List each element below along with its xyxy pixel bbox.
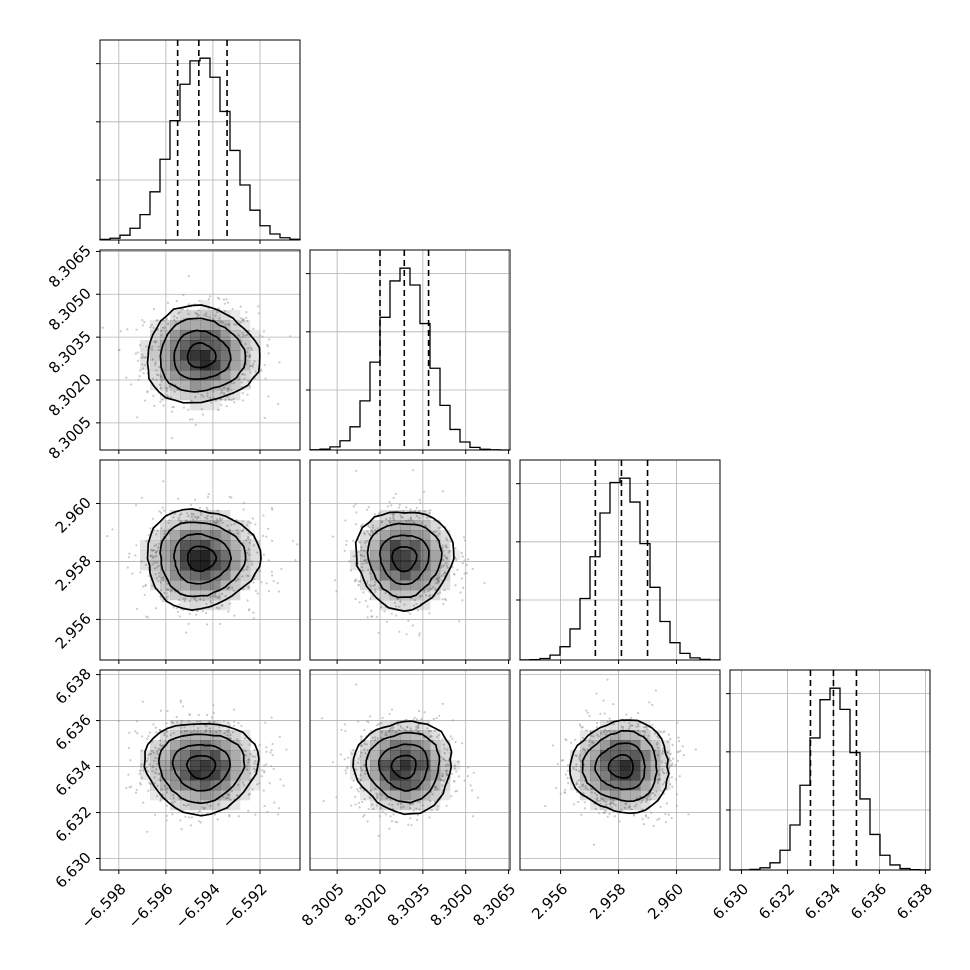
axes-frame [309, 669, 511, 871]
contour-3-0-0 [185, 754, 217, 780]
histogram-0 [99, 57, 301, 241]
panel-2-2 [516, 459, 721, 664]
contour-2-1-2 [366, 522, 443, 599]
y-tick-label-3-4: 6.638 [52, 665, 95, 708]
y-tick-label-1-0: 8.3005 [45, 413, 95, 463]
axes-frame [309, 459, 511, 661]
contour-2-1-0 [391, 546, 418, 573]
contour-2-0-2 [159, 521, 247, 598]
contour-1-0-2 [159, 317, 247, 393]
contour-2-0-3 [146, 508, 262, 611]
y-tick-label-2-2: 2.958 [52, 552, 95, 595]
x-tick-label-3-4: 6.638 [893, 880, 936, 923]
x-tick-label-2-1: 2.956 [528, 880, 571, 923]
axes-frame [309, 249, 511, 451]
density-bins-2-0 [140, 510, 261, 611]
axes-frame [99, 249, 301, 451]
contour-1-0-1 [173, 329, 232, 381]
contour-3-0-1 [171, 743, 231, 792]
x-tick-label-1-3: 8.3050 [427, 880, 477, 930]
x-tick-label-3-0: 6.630 [709, 880, 752, 923]
y-tick-label-1-2: 8.3035 [45, 327, 95, 377]
contour-3-2-2 [581, 730, 658, 803]
x-tick-label-2-2: 2.958 [586, 880, 629, 923]
axes-frame [519, 459, 721, 661]
axes-frame [99, 459, 301, 661]
x-tick-label-0-0: −6.598 [78, 880, 130, 932]
scatter-points-3-1 [321, 683, 480, 837]
x-tick-label-1-2: 8.3035 [384, 880, 434, 930]
contour-3-2-0 [607, 754, 634, 779]
contour-3-1-0 [390, 754, 417, 780]
contour-2-1-3 [354, 511, 455, 612]
contour-1-0-3 [146, 304, 261, 404]
y-tick-label-1-3: 8.3050 [45, 284, 95, 334]
y-tick-label-3-0: 6.630 [52, 849, 95, 892]
y-tick-label-2-3: 2.960 [52, 494, 95, 537]
axes-frame [99, 39, 301, 241]
x-tick-label-0-3: −6.592 [219, 880, 271, 932]
x-tick-label-1-0: 8.3005 [298, 880, 348, 930]
panel-1-1 [306, 249, 511, 454]
x-tick-label-3-1: 6.632 [755, 880, 798, 923]
panel-2-1 [309, 459, 511, 664]
y-tick-label-3-1: 6.632 [52, 803, 95, 846]
panel-3-3: 6.630 6.632 6.634 6.636 6.638 [709, 669, 936, 923]
grid-lines [100, 40, 300, 240]
x-tick-label-0-2: −6.594 [172, 880, 224, 932]
panel-3-2: 2.956 2.958 2.960 [519, 669, 721, 923]
x-tick-label-3-3: 6.636 [847, 880, 890, 923]
y-tick-label-1-1: 8.3020 [45, 370, 95, 420]
y-tick-label-3-2: 6.634 [52, 757, 95, 800]
x-tick-label-1-1: 8.3020 [341, 880, 391, 930]
axes-frame [729, 669, 931, 871]
contour-3-0-2 [157, 733, 246, 805]
contour-3-2-3 [569, 719, 670, 815]
contour-3-1-2 [365, 731, 441, 804]
y-tick-label-2-1: 2.956 [52, 610, 95, 653]
panel-2-0: 2.956 2.958 2.960 [52, 459, 301, 664]
y-tick-label-3-3: 6.636 [52, 711, 95, 754]
contour-2-0-1 [173, 533, 233, 585]
x-tick-label-1-4: 8.3065 [469, 880, 519, 930]
contour-3-2-1 [594, 742, 646, 791]
contour-1-0-0 [186, 342, 217, 369]
axes-frame [99, 669, 301, 871]
contour-3-1-3 [352, 720, 453, 816]
grid-lines [520, 460, 720, 660]
histogram-2 [519, 477, 721, 661]
y-tick-label-1-4: 8.3065 [45, 242, 95, 292]
x-tick-label-2-3: 2.960 [644, 880, 687, 923]
x-tick-label-0-1: −6.596 [125, 880, 177, 932]
x-tick-label-3-2: 6.634 [801, 880, 844, 923]
histogram-1 [309, 267, 511, 451]
panel-3-0: 6.6306.6326.6346.6366.638−6.598−6.596−6.… [52, 665, 301, 932]
contour-3-1-1 [377, 743, 429, 792]
contour-3-0-3 [143, 722, 260, 817]
scatter-points-3-0 [117, 699, 288, 833]
contour-2-1-1 [378, 534, 430, 586]
histogram-3 [729, 687, 931, 871]
panel-0-0 [96, 39, 301, 244]
axes-frame [519, 669, 721, 871]
scatter-points-3-2 [544, 678, 697, 846]
contour-2-0-0 [186, 545, 217, 573]
